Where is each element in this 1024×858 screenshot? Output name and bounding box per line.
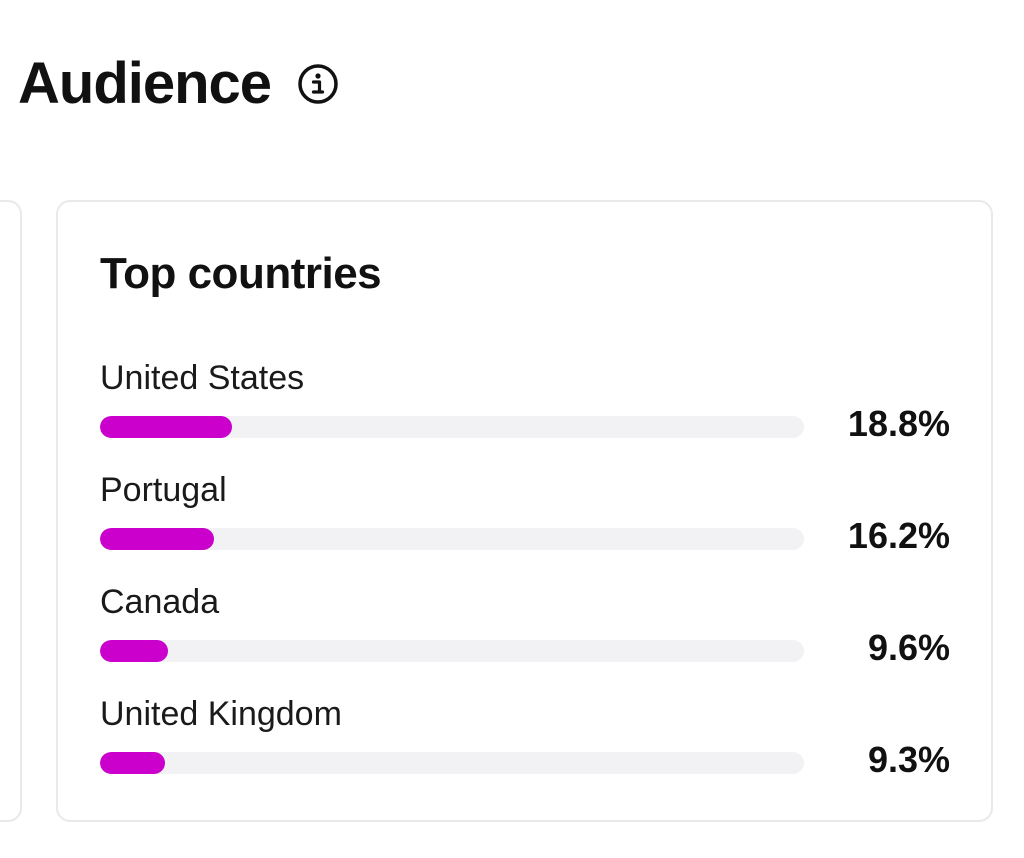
country-row: Portugal 16.2%	[100, 470, 950, 560]
progress-track	[100, 416, 804, 438]
progress-fill	[100, 752, 166, 774]
audience-header: Audience	[18, 52, 339, 116]
country-label: Portugal	[100, 471, 227, 509]
country-label: United Kingdom	[100, 695, 342, 733]
country-percentage: 9.3%	[867, 739, 950, 780]
previous-card-edge	[0, 200, 22, 822]
country-row: Canada 9.6%	[100, 582, 950, 672]
country-percentage: 18.8%	[847, 403, 950, 444]
progress-fill	[100, 528, 215, 550]
progress-fill	[100, 640, 168, 662]
top-countries-card: Top countries United States 18.8% Portug…	[56, 200, 993, 822]
progress-track	[100, 752, 804, 774]
country-row: United States 18.8%	[100, 358, 950, 448]
info-circle-icon[interactable]	[297, 63, 339, 105]
progress-track	[100, 528, 804, 550]
country-label: United States	[100, 359, 305, 397]
country-percentage: 9.6%	[867, 627, 950, 668]
progress-track	[100, 640, 804, 662]
card-title: Top countries	[100, 249, 382, 298]
country-row: United Kingdom 9.3%	[100, 694, 950, 784]
progress-fill	[100, 416, 233, 438]
page-title: Audience	[18, 51, 272, 116]
country-percentage: 16.2%	[847, 515, 950, 556]
country-label: Canada	[100, 583, 220, 621]
